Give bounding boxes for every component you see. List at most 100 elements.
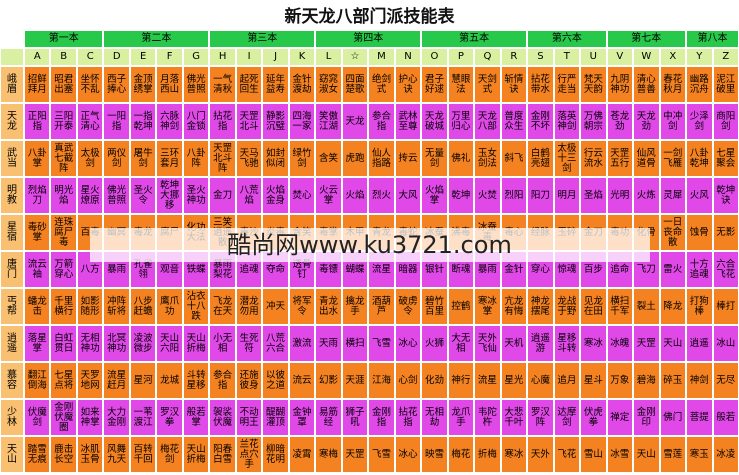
skill-cell: 兰花点穴手 — [235, 436, 263, 473]
skill-cell: 星斗 — [580, 362, 607, 399]
column-header: N — [394, 48, 422, 66]
skill-cell: 般若掌 — [182, 399, 210, 436]
skill-cell: 神剑 — [686, 362, 713, 399]
column-header: H — [209, 48, 236, 66]
skill-cell: 神行 — [447, 362, 475, 399]
skill-cell: 神龙摆尾 — [527, 288, 554, 325]
skill-cell: 仙风道骨 — [633, 140, 660, 177]
skill-cell: 佛光普照 — [182, 66, 210, 103]
skill-cell: 抟云 — [394, 140, 422, 177]
skill-cell: 如封似闭 — [262, 140, 289, 177]
column-header: C — [76, 48, 104, 66]
skill-cell: 天罡北斗 — [235, 103, 263, 140]
skill-cell: 罗汉阵 — [527, 399, 554, 436]
skill-cell: 泥江破里 — [712, 66, 739, 103]
skill-cell: 蚀骨 — [686, 214, 713, 251]
skill-cell: 拈花指 — [394, 399, 422, 436]
book-header: 第八本 — [686, 30, 739, 48]
skill-cell: 佛礼 — [447, 140, 475, 177]
skill-cell: 明月 — [553, 177, 581, 214]
row-label: 丐帮 — [0, 288, 24, 325]
skill-cell: 落英神剑 — [553, 103, 581, 140]
skill-cell: 风舞九天 — [103, 436, 130, 473]
skill-cell: 绝剑式 — [368, 66, 395, 103]
skill-cell: 真武七截阵 — [50, 140, 77, 177]
skill-cell: 天罡 — [341, 436, 369, 473]
skill-cell: 九阴神功 — [606, 66, 634, 103]
skill-cell: 金顶绣掌 — [129, 66, 157, 103]
skill-cell: 乾坤诀 — [712, 177, 739, 214]
skill-cell: 千里横行 — [50, 288, 77, 325]
skill-cell: 太极剑 — [76, 140, 104, 177]
skill-cell: 火狮 — [421, 325, 448, 362]
skill-cell: 万佛朝宗 — [580, 103, 607, 140]
skill-cell: 八步赶蟾 — [129, 288, 157, 325]
skill-cell: 天罗地网 — [76, 362, 104, 399]
skill-cell: 心剑 — [394, 362, 422, 399]
skill-cell: 八荒焰 — [235, 177, 263, 214]
skill-cell: 绿竹剑 — [288, 140, 316, 177]
skill-cell: 金刚印 — [633, 399, 660, 436]
skill-cell: 中冲剑 — [659, 103, 687, 140]
skill-cell: 拈花指 — [209, 103, 236, 140]
column-header: D — [103, 48, 130, 66]
column-header: M — [368, 48, 395, 66]
skill-cell: 棒打 — [712, 288, 739, 325]
row-label: 天龙 — [0, 103, 24, 140]
skill-cell: 天龙八部 — [474, 103, 501, 140]
skill-cell: 天机 — [500, 325, 528, 362]
column-header: T — [553, 48, 581, 66]
skill-cell: 冰凌 — [712, 436, 739, 473]
skill-cell: 见龙在田 — [580, 288, 607, 325]
skill-cell: 蟠龙击 — [24, 288, 51, 325]
skill-cell: 天山折梅 — [182, 436, 210, 473]
skill-cell: 三阳开泰 — [50, 103, 77, 140]
skill-cell: 北冥神功 — [103, 325, 130, 362]
column-header: J — [262, 48, 289, 66]
skill-cell: 八卦掌 — [24, 140, 51, 177]
column-header: E — [129, 48, 157, 66]
skill-cell: 将军令 — [288, 288, 316, 325]
book-header: 第六本 — [527, 30, 607, 48]
skill-cell: 四海一家 — [288, 103, 316, 140]
row-label: 少林 — [0, 399, 24, 436]
skill-cell: 酒葫芦 — [368, 288, 395, 325]
skill-cell: 三环套月 — [156, 140, 183, 177]
skill-cell: 菩提 — [686, 399, 713, 436]
skill-cell: 小无相 — [209, 325, 236, 362]
skill-cell: 打狗棒 — [686, 288, 713, 325]
column-header: Y — [686, 48, 713, 66]
skill-cell: 星移斗转 — [553, 325, 581, 362]
skill-cell: 昭君出塞 — [50, 66, 77, 103]
skill-cell: 冰肌玉骨 — [76, 436, 104, 473]
title: 新天龙八部门派技能表 — [284, 7, 455, 27]
skill-cell: 参合指 — [368, 103, 395, 140]
skill-cell: 乾坤 — [447, 177, 475, 214]
row-label: 逍遥 — [0, 325, 24, 362]
skill-cell: 雪莲 — [659, 436, 687, 473]
skill-cell: 一剑飞雁 — [659, 140, 687, 177]
skill-cell: 佛光普照 — [103, 177, 130, 214]
skill-cell: 火焚 — [474, 177, 501, 214]
skill-cell: 金针渡劫 — [288, 66, 316, 103]
skill-cell: 月落西山 — [156, 66, 183, 103]
skill-cell: 踏雪无痕 — [24, 436, 51, 473]
skill-cell: 含笑 — [315, 140, 342, 177]
skill-cell: 光明 — [606, 177, 634, 214]
column-header: P — [447, 48, 475, 66]
column-header: S — [527, 48, 554, 66]
column-header: ☆ — [341, 48, 369, 66]
skill-cell: 飞雪 — [368, 325, 395, 362]
skill-cell: 鹰爪功 — [156, 288, 183, 325]
column-header: Z — [712, 48, 739, 66]
skill-cell: 横扫千军 — [606, 288, 634, 325]
skill-cell: 武林至尊 — [394, 103, 422, 140]
skill-cell: 君子好逑 — [421, 66, 448, 103]
skill-cell: 雷火 — [659, 251, 687, 288]
skill-cell: 万里归心 — [447, 103, 475, 140]
skill-cell: 落星掌 — [24, 325, 51, 362]
skill-cell: 易筋经 — [315, 399, 342, 436]
skill-cell: 冰雪 — [606, 436, 634, 473]
skill-cell: 慧眼法 — [447, 66, 475, 103]
